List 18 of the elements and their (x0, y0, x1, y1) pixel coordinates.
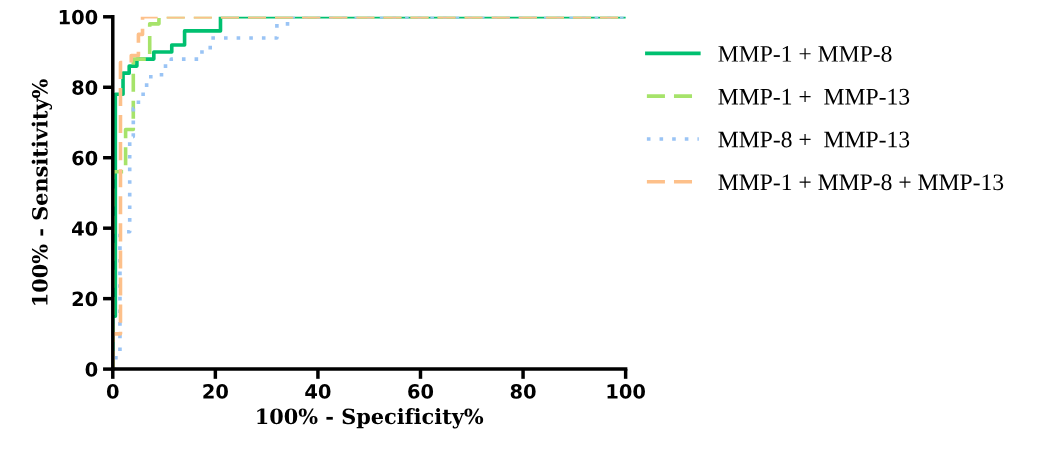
legend-label: MMP-1 + MMP-13 (718, 88, 910, 105)
legend-label: MMP-1 + MMP-8 (718, 45, 892, 62)
x-tick-label: 100 (607, 384, 645, 399)
y-tick-label: 80 (72, 80, 98, 95)
x-tick-label: 60 (408, 384, 434, 399)
x-tick-label: 20 (203, 384, 228, 399)
x-tick-label: 80 (510, 384, 536, 399)
x-tick-label: 0 (106, 384, 119, 399)
y-tick-label: 20 (72, 291, 98, 307)
y-tick-label: 40 (72, 221, 98, 236)
y-tick-label: 100 (59, 9, 98, 25)
x-axis-title: 100% - Specificity% (257, 408, 484, 429)
y-tick-label: 0 (85, 362, 98, 377)
y-tick-label: 60 (72, 150, 98, 166)
y-axis-title: 100% - Sensitivity% (31, 79, 53, 305)
x-tick-label: 40 (305, 384, 331, 399)
legend-label: MMP-1 + MMP-8 + MMP-13 (718, 174, 1004, 191)
legend-label: MMP-8 + MMP-13 (718, 131, 910, 148)
